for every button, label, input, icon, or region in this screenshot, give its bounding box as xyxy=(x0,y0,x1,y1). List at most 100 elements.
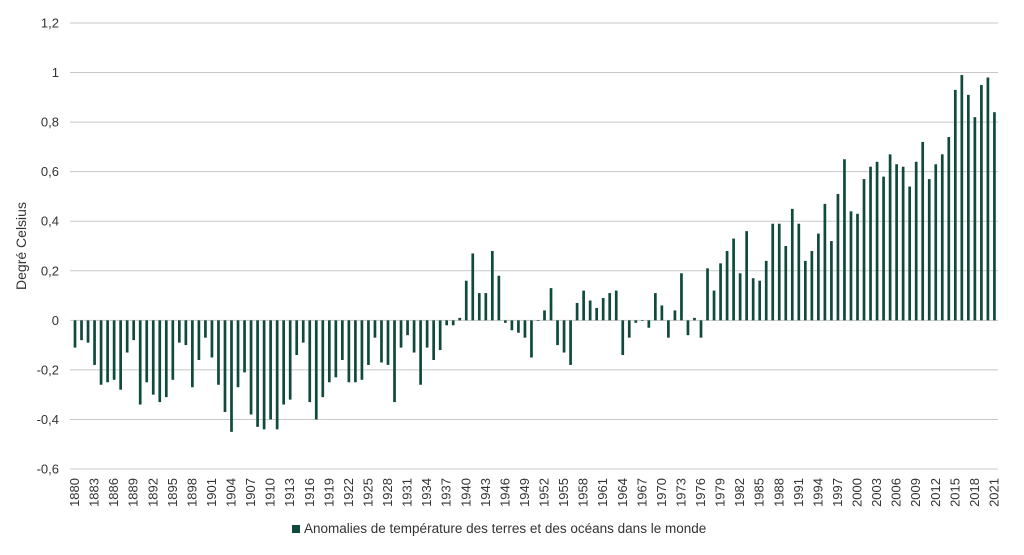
x-tick-label: 1916 xyxy=(302,478,317,507)
bar xyxy=(314,320,318,420)
x-tick-label: 1901 xyxy=(204,478,219,507)
x-tick-label: 2021 xyxy=(986,478,1001,507)
bar xyxy=(412,320,416,353)
x-tick-label: 1886 xyxy=(106,478,121,507)
legend-label: Anomalies de température des terres et d… xyxy=(304,521,706,536)
bar xyxy=(830,241,833,321)
bar xyxy=(719,263,722,321)
bar xyxy=(406,320,409,336)
x-tick-label: 1961 xyxy=(595,478,610,507)
bar xyxy=(269,320,272,420)
bar xyxy=(184,320,188,346)
x-tick-label: 1976 xyxy=(693,478,708,507)
bar xyxy=(217,320,220,385)
y-tick-label: 0,2 xyxy=(41,263,59,278)
x-tick-label: 1895 xyxy=(165,478,180,507)
bar xyxy=(138,320,142,405)
bar xyxy=(301,320,305,343)
bar xyxy=(543,310,546,321)
x-tick-label: 2003 xyxy=(869,478,884,507)
bar xyxy=(790,208,794,321)
bar xyxy=(106,320,109,383)
bar xyxy=(953,89,957,321)
bar xyxy=(856,213,859,321)
bar xyxy=(191,320,194,388)
bar xyxy=(725,250,729,321)
bar xyxy=(484,293,488,321)
bar xyxy=(921,141,925,321)
bar xyxy=(497,275,501,321)
bar xyxy=(308,320,312,403)
bar xyxy=(282,320,286,405)
bar xyxy=(425,320,429,348)
y-axis-label: Degré Celsius xyxy=(13,202,29,290)
y-tick-label: 1 xyxy=(52,65,59,80)
y-tick-label: 1,2 xyxy=(41,16,59,31)
bar xyxy=(341,320,344,360)
x-tick-label: 1994 xyxy=(810,478,825,507)
bar xyxy=(693,317,696,321)
bar xyxy=(530,320,533,358)
bar xyxy=(862,179,866,321)
bar xyxy=(86,320,90,343)
bar xyxy=(347,320,351,383)
bar xyxy=(771,223,775,321)
bar xyxy=(627,320,631,338)
bar xyxy=(204,320,207,338)
bar xyxy=(888,154,892,321)
bar xyxy=(367,320,370,365)
bar xyxy=(445,320,449,326)
x-tick-label: 1982 xyxy=(732,478,747,507)
bar xyxy=(119,320,122,390)
bar xyxy=(914,161,918,321)
x-tick-label: 1904 xyxy=(224,478,239,507)
bar xyxy=(197,320,201,360)
y-tick-label: -0,6 xyxy=(37,462,59,477)
bar xyxy=(706,268,709,321)
bar xyxy=(464,280,468,321)
x-tick-label: 2000 xyxy=(850,478,865,507)
bar xyxy=(125,320,129,353)
x-tick-label: 1937 xyxy=(439,478,454,507)
bar xyxy=(745,231,748,321)
legend: Anomalies de température des terres et d… xyxy=(292,521,706,536)
bar xyxy=(432,320,435,360)
bar xyxy=(223,320,227,413)
bar xyxy=(699,320,703,338)
bar xyxy=(895,164,898,321)
bar xyxy=(230,320,233,432)
bar xyxy=(934,164,938,321)
y-tick-label: 0,6 xyxy=(41,164,59,179)
bar xyxy=(960,75,964,321)
bar xyxy=(908,186,912,321)
x-tick-label: 1892 xyxy=(145,478,160,507)
bar xyxy=(993,112,996,321)
x-tick-label: 2018 xyxy=(967,478,982,507)
bar xyxy=(562,320,566,353)
bar xyxy=(621,320,625,356)
x-tick-label: 1922 xyxy=(341,478,356,507)
bar xyxy=(236,320,240,388)
bar xyxy=(882,176,885,321)
bar xyxy=(686,320,690,336)
x-tick-label: 1889 xyxy=(126,478,141,507)
x-tick-label: 1883 xyxy=(87,478,102,507)
x-tick-label: 1919 xyxy=(321,478,336,507)
bar xyxy=(151,320,155,395)
x-tick-label: 1880 xyxy=(67,478,82,507)
bar xyxy=(640,320,644,321)
x-tick-label: 1910 xyxy=(263,478,278,507)
bar xyxy=(419,320,422,385)
bar xyxy=(458,317,462,321)
bar xyxy=(256,320,259,427)
bar xyxy=(634,320,638,323)
bar xyxy=(171,320,175,380)
bar xyxy=(471,253,475,321)
y-axis-tick-labels: 1,2 1 0,8 0,6 0,4 0,2 0 -0,2 -0,4 -0,6 xyxy=(37,16,59,477)
x-tick-label: 1907 xyxy=(243,478,258,507)
y-tick-label: -0,4 xyxy=(37,412,59,427)
bar xyxy=(288,320,292,400)
bar xyxy=(843,159,846,321)
bar xyxy=(595,307,599,321)
bar xyxy=(614,290,618,321)
